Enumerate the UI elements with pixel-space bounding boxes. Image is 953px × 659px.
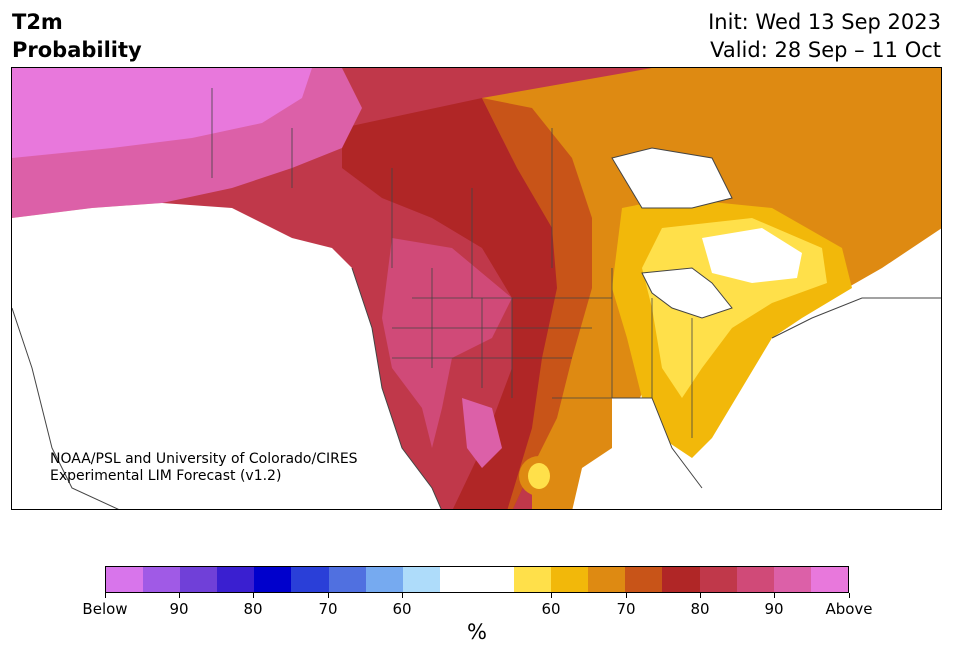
colorbar-swatch [402,567,440,592]
colorbar-swatch [439,567,477,592]
colorbar-swatch [291,567,329,592]
colorbar-swatch [143,567,181,592]
colorbar-swatch [699,567,737,592]
colorbar-swatch [810,567,848,592]
colorbar-tick-label: Above [825,600,873,618]
colorbar-swatch [217,567,255,592]
colorbar-swatch [514,567,552,592]
alaska-region-magenta [12,68,312,158]
pacific-ocean [12,308,118,509]
colorbar-swatch [736,567,774,592]
colorbar-swatch [328,567,366,592]
colorbar-tick-label: 80 [243,600,263,618]
warm-region-dark-red [342,98,572,509]
credit-line-2: Experimental LIM Forecast (v1.2) [50,468,282,484]
colorbar-tick-label: 90 [169,600,189,618]
mexico-region-pink [462,398,502,468]
map-title: T2m Probability [12,8,142,64]
credit-text: NOAA/PSL and University of Colorado/CIRE… [50,451,358,485]
colorbar-swatch [588,567,626,592]
colorbar-tick-mark [551,593,552,598]
colorbar-tick-mark [700,593,701,598]
near-normal-patch [702,228,802,283]
colorbar-tick-label: Below [82,600,128,618]
colorbar-tick-label: 80 [690,600,710,618]
colorbar-unit-label: % [467,620,487,644]
colorbar-tick-label: 60 [541,600,561,618]
colorbar-tick-mark [105,593,106,598]
colorbar-swatch [254,567,292,592]
great-lakes [641,267,733,319]
colorbar-swatch [551,567,589,592]
colorbar-swatch [106,567,144,592]
probability-map: NOAA/PSL and University of Colorado/CIRE… [11,67,942,510]
colorbar-swatch [180,567,218,592]
init-date-label: Init: Wed 13 Sep 2023 [708,10,941,34]
colorbar-swatch [773,567,811,592]
colorbar-swatch [625,567,663,592]
hudson-bay [612,148,732,208]
colorbar-tick-label: 60 [392,600,412,618]
colorbar-swatch [662,567,700,592]
political-borders [211,88,693,438]
colorbar-tick-mark [774,593,775,598]
colorbar-tick-mark [179,593,180,598]
mexico-warm-spot-inner [528,463,550,489]
colorbar-swatch [476,567,515,592]
map-canvas [12,68,941,509]
gulf-of-mexico [572,398,712,509]
colorbar-tick-mark [328,593,329,598]
title-line-1: T2m [12,10,63,34]
valid-date-label: Valid: 28 Sep – 11 Oct [710,38,941,62]
colorbar-tick-mark [849,593,850,598]
atlantic-ocean [732,298,941,509]
colorbar-tick-mark [402,593,403,598]
pacific-ocean-coast [12,203,442,509]
warm-region-rust [482,98,592,509]
colorbar [105,566,849,593]
credit-line-1: NOAA/PSL and University of Colorado/CIRE… [50,451,358,467]
coastline [12,147,941,509]
forecast-dates: Init: Wed 13 Sep 2023 Valid: 28 Sep – 11… [708,8,941,64]
colorbar-tick-label: 70 [318,600,338,618]
colorbar-tick-mark [253,593,254,598]
southwest-region-pink [382,238,512,448]
colorbar-tick-mark [626,593,627,598]
colorbar-tick-label: 90 [764,600,784,618]
title-line-2: Probability [12,38,142,62]
colorbar-swatch [365,567,403,592]
colorbar-tick-label: 70 [616,600,636,618]
